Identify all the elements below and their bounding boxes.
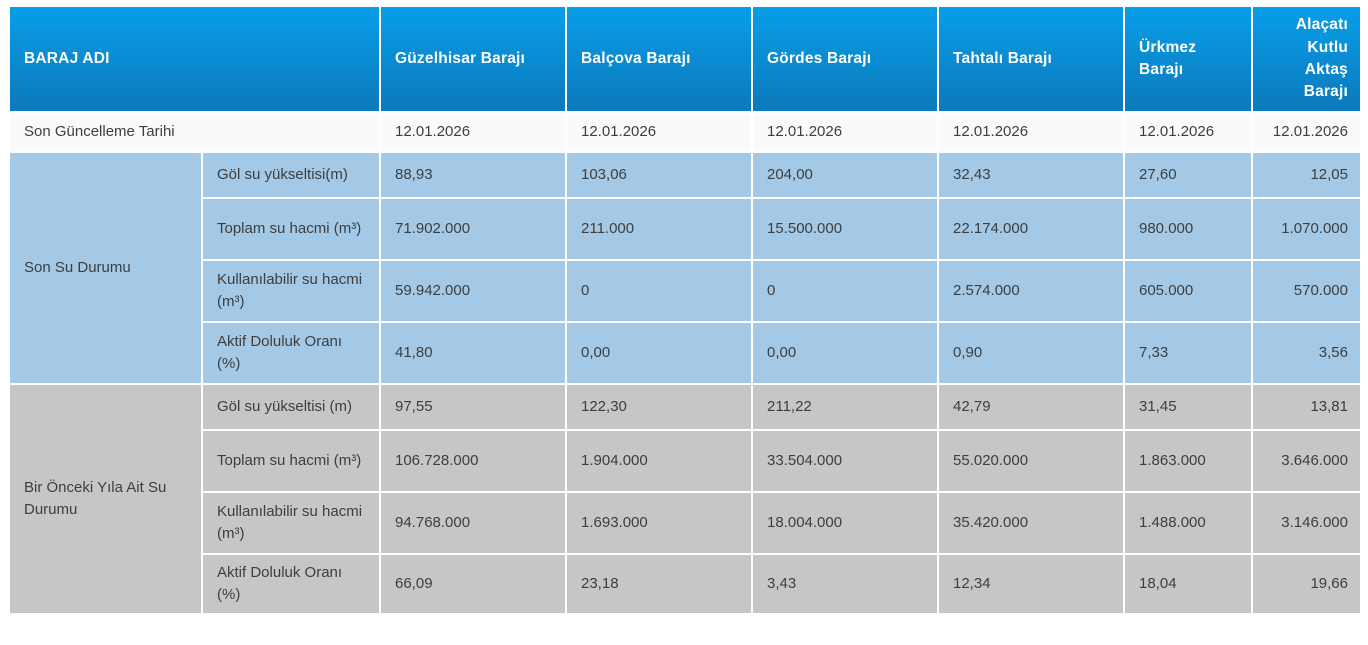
value-cell: 570.000: [1251, 259, 1362, 323]
update-date-row: Son Güncelleme Tarihi 12.01.2026 12.01.2…: [8, 111, 1362, 153]
value-cell: 0,00: [565, 321, 753, 385]
value-cell: 204,00: [751, 151, 939, 199]
metric-label: Toplam su hacmi (m³): [201, 197, 381, 261]
value-cell: 31,45: [1123, 383, 1253, 431]
value-cell: 13,81: [1251, 383, 1362, 431]
value-cell: 1.904.000: [565, 429, 753, 493]
value-cell: 12.01.2026: [751, 111, 939, 153]
value-cell: 27,60: [1123, 151, 1253, 199]
value-cell: 122,30: [565, 383, 753, 431]
value-cell: 32,43: [937, 151, 1125, 199]
table-row: Kullanılabilir su hacmi (m³) 94.768.000 …: [9, 491, 1362, 555]
column-header-alacati: Alaçatı Kutlu Aktaş Barajı: [1251, 5, 1362, 113]
value-cell: 66,09: [379, 553, 567, 615]
value-cell: 3.146.000: [1251, 491, 1362, 555]
section-label-son-su-durumu: Son Su Durumu: [8, 151, 203, 385]
value-cell: 23,18: [565, 553, 753, 615]
update-date-label: Son Güncelleme Tarihi: [8, 111, 381, 153]
value-cell: 71.902.000: [379, 197, 567, 261]
value-cell: 59.942.000: [379, 259, 567, 323]
metric-label: Göl su yükseltisi(m): [201, 151, 381, 199]
column-header-urkmez: Ürkmez Barajı: [1123, 5, 1253, 113]
value-cell: 7,33: [1123, 321, 1253, 385]
value-cell: 1.693.000: [565, 491, 753, 555]
value-cell: 980.000: [1123, 197, 1253, 261]
value-cell: 97,55: [379, 383, 567, 431]
value-cell: 42,79: [937, 383, 1125, 431]
column-header-tahtali: Tahtalı Barajı: [937, 5, 1125, 113]
value-cell: 12.01.2026: [937, 111, 1125, 153]
table-row: Toplam su hacmi (m³) 106.728.000 1.904.0…: [9, 429, 1362, 493]
value-cell: 0,90: [937, 321, 1125, 385]
value-cell: 12.01.2026: [1123, 111, 1253, 153]
column-header-gordes: Gördes Barajı: [751, 5, 939, 113]
header-row: BARAJ ADI Güzelhisar Barajı Balçova Bara…: [8, 5, 1362, 113]
value-cell: 19,66: [1251, 553, 1362, 615]
value-cell: 1.488.000: [1123, 491, 1253, 555]
value-cell: 0: [751, 259, 939, 323]
metric-label: Göl su yükseltisi (m): [201, 383, 381, 431]
dam-water-status-table: BARAJ ADI Güzelhisar Barajı Balçova Bara…: [8, 5, 1362, 615]
value-cell: 18,04: [1123, 553, 1253, 615]
value-cell: 12.01.2026: [1251, 111, 1362, 153]
value-cell: 3,43: [751, 553, 939, 615]
value-cell: 35.420.000: [937, 491, 1125, 555]
metric-label: Aktif Doluluk Oranı (%): [201, 553, 381, 615]
value-cell: 55.020.000: [937, 429, 1125, 493]
value-cell: 106.728.000: [379, 429, 567, 493]
value-cell: 0,00: [751, 321, 939, 385]
metric-label: Aktif Doluluk Oranı (%): [201, 321, 381, 385]
value-cell: 12,05: [1251, 151, 1362, 199]
column-header-balcova: Balçova Barajı: [565, 5, 753, 113]
metric-label: Kullanılabilir su hacmi (m³): [201, 259, 381, 323]
table-row: Aktif Doluluk Oranı (%) 41,80 0,00 0,00 …: [9, 321, 1362, 385]
table-row: Toplam su hacmi (m³) 71.902.000 211.000 …: [9, 197, 1362, 261]
table-row: Bir Önceki Yıla Ait Su Durumu Göl su yük…: [8, 383, 1362, 615]
value-cell: 12.01.2026: [565, 111, 753, 153]
table-row: Kullanılabilir su hacmi (m³) 59.942.000 …: [9, 259, 1362, 323]
corner-header-baraj-adi: BARAJ ADI: [8, 5, 381, 113]
metric-label: Kullanılabilir su hacmi (m³): [201, 491, 381, 555]
value-cell: 94.768.000: [379, 491, 567, 555]
value-cell: 15.500.000: [751, 197, 939, 261]
page: BARAJ ADI Güzelhisar Barajı Balçova Bara…: [8, 5, 1362, 615]
value-cell: 88,93: [379, 151, 567, 199]
value-cell: 1.863.000: [1123, 429, 1253, 493]
value-cell: 18.004.000: [751, 491, 939, 555]
column-header-guzelhisar: Güzelhisar Barajı: [379, 5, 567, 113]
value-cell: 12.01.2026: [379, 111, 567, 153]
value-cell: 33.504.000: [751, 429, 939, 493]
value-cell: 3,56: [1251, 321, 1362, 385]
value-cell: 0: [565, 259, 753, 323]
value-cell: 12,34: [937, 553, 1125, 615]
table-row: Aktif Doluluk Oranı (%) 66,09 23,18 3,43…: [9, 553, 1362, 615]
value-cell: 103,06: [565, 151, 753, 199]
value-cell: 3.646.000: [1251, 429, 1362, 493]
value-cell: 1.070.000: [1251, 197, 1362, 261]
table-row: Son Su Durumu Göl su yükseltisi(m) 88,93…: [8, 151, 1362, 385]
value-cell: 41,80: [379, 321, 567, 385]
value-cell: 211.000: [565, 197, 753, 261]
value-cell: 211,22: [751, 383, 939, 431]
value-cell: 2.574.000: [937, 259, 1125, 323]
value-cell: 605.000: [1123, 259, 1253, 323]
section-label-onceki-yil: Bir Önceki Yıla Ait Su Durumu: [8, 383, 203, 615]
metric-label: Toplam su hacmi (m³): [201, 429, 381, 493]
value-cell: 22.174.000: [937, 197, 1125, 261]
